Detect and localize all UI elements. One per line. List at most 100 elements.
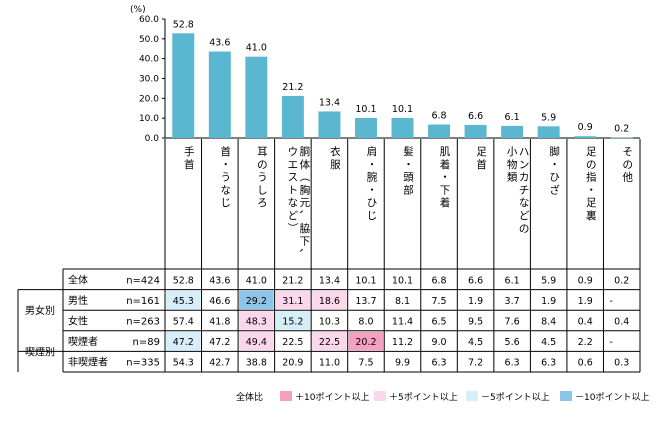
- category-label: 耳のうしろ耳のうしろ: [257, 146, 268, 209]
- category-char: 脇: [300, 223, 311, 235]
- category-char: 部: [403, 183, 414, 196]
- table-cell: 1.9: [468, 296, 483, 307]
- table-cell: 0.6: [578, 358, 593, 369]
- highlight-cell: [275, 290, 311, 310]
- bar-value-label: 10.1: [392, 104, 413, 115]
- category-char: そ: [622, 146, 633, 158]
- bar: [610, 137, 633, 139]
- category-char: ろ: [257, 197, 268, 209]
- legend-label: ＋10ポイント以上: [295, 392, 369, 403]
- category-label: 足首足首: [476, 146, 487, 171]
- bar-value-label: 6.8: [431, 111, 446, 122]
- table-cell: 41.8: [209, 317, 230, 328]
- table-cell: 13.4: [319, 275, 340, 286]
- table-cell: 6.8: [431, 275, 446, 286]
- row-n: n=424: [126, 275, 160, 286]
- table-cell: 0.4: [578, 317, 593, 328]
- bar-value-label: 52.8: [173, 19, 194, 30]
- table-row: 喫煙者 n=89 47.2 47.2 49.4 22.5 22.5 20.2 11.2 9.0 4.…: [68, 331, 613, 351]
- table-cell: 10.3: [319, 317, 340, 328]
- bar: [318, 111, 341, 138]
- table-cell: 9.5: [468, 317, 483, 328]
- highlight-cell: [166, 290, 201, 310]
- table-cell: 20.9: [282, 358, 303, 369]
- category-label: 髪・頭部髪・頭部: [403, 145, 414, 196]
- legend-swatch: [466, 391, 478, 401]
- y-tick-label: 0.0: [145, 134, 160, 144]
- category-char: ス: [288, 172, 299, 184]
- category-char: 衣: [330, 145, 341, 158]
- legend-swatch: [560, 391, 572, 401]
- table-cell: 3.7: [505, 296, 520, 307]
- table-cell: 0.4: [614, 317, 629, 328]
- category-char: 裏: [586, 209, 597, 222]
- table-cell: 18.6: [319, 296, 340, 307]
- row-n: n=161: [126, 296, 160, 307]
- table-cell: 13.7: [355, 296, 376, 307]
- legend-swatch: [280, 391, 292, 401]
- table-cell: 10.1: [355, 275, 376, 286]
- table-cell: -: [609, 337, 612, 348]
- category-char: ど: [519, 210, 530, 222]
- table-cell: 47.2: [209, 337, 230, 348]
- bar-value-label: 0.2: [614, 124, 629, 135]
- category-label: 肌着・下着肌着・下着: [440, 146, 451, 209]
- category-char: 物: [507, 158, 518, 171]
- table-cell: 22.5: [282, 337, 303, 348]
- category-char: の: [622, 159, 633, 171]
- table-cell: 8.4: [541, 317, 556, 328]
- category-char: ）: [286, 223, 298, 234]
- table-cell: 4.5: [468, 337, 483, 348]
- y-unit-label: (%): [130, 5, 146, 15]
- bar-value-label: 10.1: [355, 104, 376, 115]
- category-char: う: [221, 172, 232, 184]
- bar: [501, 125, 524, 138]
- table-cell: 7.5: [431, 296, 446, 307]
- table-cell: 5.9: [541, 275, 556, 286]
- y-tick-label: 10.0: [139, 114, 159, 124]
- legend-label: －5ポイント以上: [481, 392, 550, 403]
- bar-value-label: 6.1: [505, 112, 520, 123]
- category-label: 衣服衣服: [330, 145, 341, 171]
- table-cell: 31.1: [282, 296, 303, 307]
- table-cell: 41.0: [246, 275, 267, 286]
- bar-value-label: 21.2: [282, 82, 303, 93]
- bar: [245, 56, 268, 138]
- category-char: 下: [300, 236, 311, 248]
- category-char: ハ: [519, 146, 530, 158]
- category-char: 着: [440, 196, 451, 209]
- legend-item: －5ポイント以上: [466, 391, 550, 403]
- category-char: カ: [519, 172, 530, 184]
- table-cell: 21.2: [282, 275, 303, 286]
- table-cell: 6.5: [431, 317, 446, 328]
- category-label: 肩・腕・ひじ肩・腕・ひじ: [367, 145, 378, 222]
- category-char: エ: [288, 159, 299, 171]
- bar-value-label: 6.6: [468, 111, 483, 122]
- row-n: n=89: [133, 337, 160, 348]
- category-char: ト: [288, 184, 299, 196]
- category-char: 首: [184, 158, 195, 171]
- table-cell: 38.8: [246, 358, 267, 369]
- category-char: 着: [440, 158, 451, 171]
- row-label: 全体: [68, 273, 88, 286]
- table-cell: 1.9: [541, 296, 556, 307]
- table-cell: 54.3: [173, 358, 194, 369]
- category-char: 頭: [403, 172, 414, 184]
- row-label: 男性: [68, 294, 88, 307]
- table-cell: 43.6: [209, 275, 230, 286]
- highlight-cell: [312, 331, 347, 351]
- bar-value-label: 13.4: [319, 97, 340, 108]
- category-char: じ: [221, 197, 232, 209]
- table-row: 全体 n=424 52.8 43.6 41.0 21.2 13.4 10.1 10.1 6.8 6.…: [68, 273, 629, 286]
- category-char: 足: [586, 197, 597, 209]
- category-char: ・: [586, 184, 597, 196]
- table-cell: 9.0: [431, 337, 446, 348]
- category-char: な: [519, 197, 530, 209]
- highlight-cell: [312, 290, 347, 310]
- table-cell: 10.1: [392, 275, 413, 286]
- category-char: ど: [288, 210, 299, 222]
- category-char: 腕: [367, 171, 378, 184]
- category-char: 元: [300, 197, 311, 209]
- row-label: 非喫煙者: [68, 357, 108, 369]
